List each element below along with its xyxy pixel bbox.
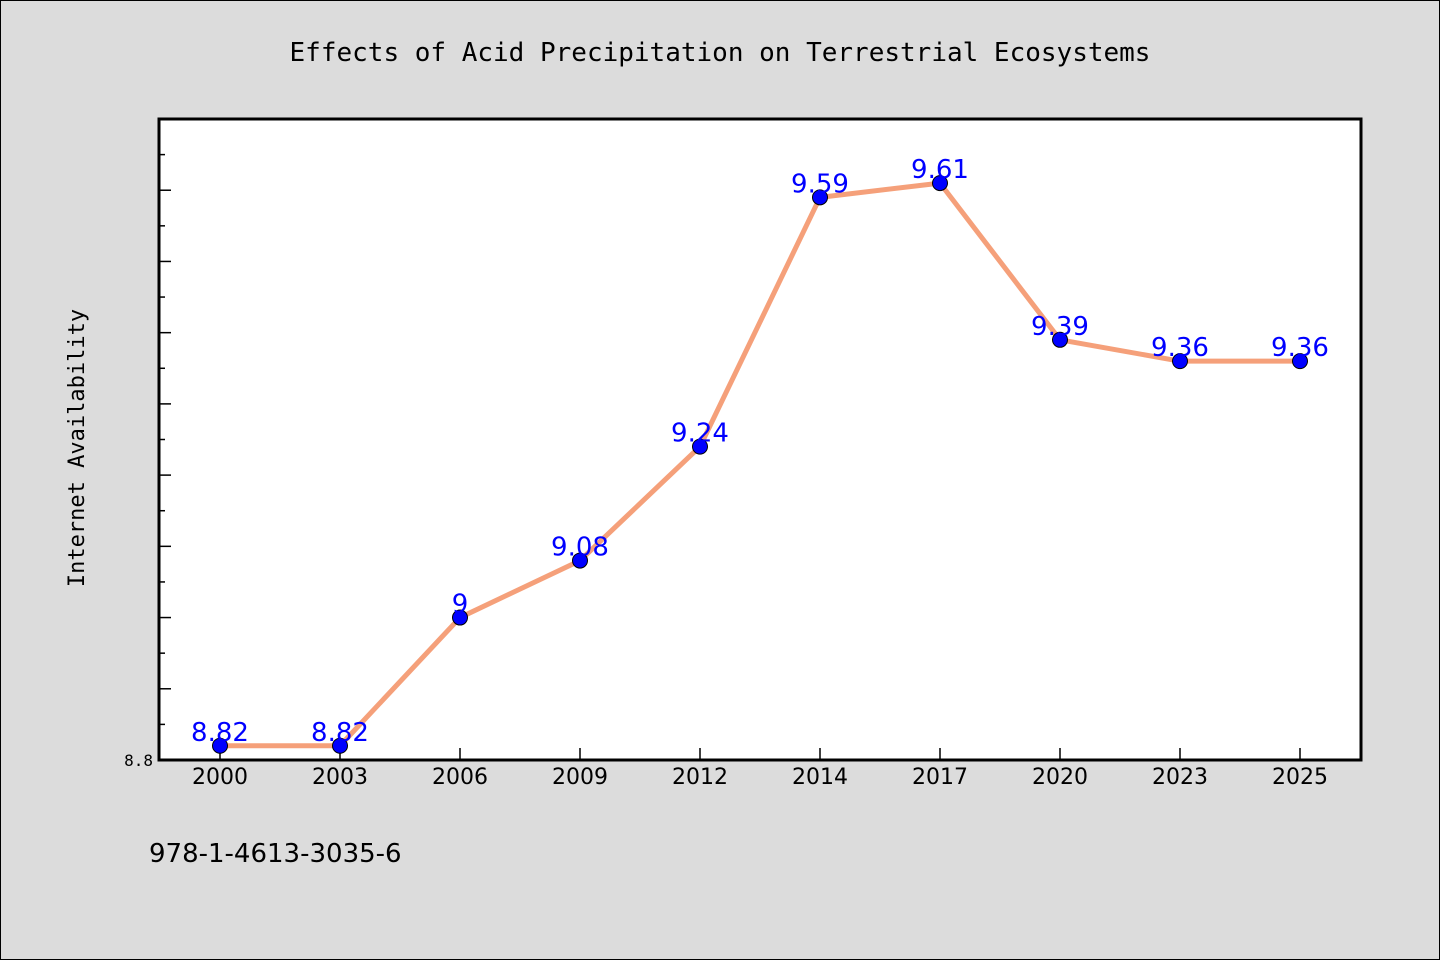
data-point [692, 438, 708, 455]
data-point [932, 175, 948, 192]
y-tick-label: 8.8 [124, 751, 153, 770]
data-label: 8.82 [191, 718, 249, 748]
x-tick-label: 2014 [792, 765, 848, 790]
data-labels: 8.82 8.82 9 9.08 9.24 9.59 9.61 9.39 9.36 9.36 [191, 155, 1329, 748]
x-tick-label: 2009 [552, 765, 608, 790]
data-label: 9.36 [1271, 333, 1329, 363]
data-label: 9.24 [671, 419, 729, 449]
series-line [217, 180, 1303, 749]
x-tick-label: 2003 [312, 765, 368, 790]
data-point [452, 609, 468, 626]
data-label: 8.82 [311, 718, 369, 748]
y-axis-label: Internet Availability [65, 309, 90, 587]
series-layer [212, 175, 1308, 754]
x-tick-label: 2000 [192, 765, 248, 790]
x-tick-label: 2006 [432, 765, 488, 790]
data-point [572, 552, 588, 569]
chart-title: Effects of Acid Precipitation on Terrest… [290, 38, 1151, 68]
x-tick-label: 2025 [1272, 765, 1328, 790]
x-tick-label: 2020 [1032, 765, 1088, 790]
data-point [812, 189, 828, 206]
data-label: 9.39 [1031, 312, 1089, 342]
x-tick-label: 2023 [1152, 765, 1208, 790]
data-point [1052, 331, 1068, 348]
x-axis-ticks: 2000 2003 2006 2009 2012 2014 2017 2020 2023 2025 [192, 748, 1328, 790]
data-label: 9.61 [911, 155, 969, 185]
isbn-text: 978-1-4613-3035-6 [149, 839, 402, 869]
plot-area [159, 119, 1361, 760]
x-tick-label: 2017 [912, 765, 968, 790]
data-point [1172, 353, 1188, 370]
data-label: 9 [452, 590, 469, 620]
data-label: 9.08 [551, 533, 609, 563]
data-point [212, 737, 228, 754]
data-label: 9.59 [791, 169, 849, 199]
plot-border [157, 117, 1363, 762]
x-tick-label: 2012 [672, 765, 728, 790]
data-label: 9.36 [1151, 333, 1209, 363]
data-point [1292, 353, 1308, 370]
data-point [332, 737, 348, 754]
